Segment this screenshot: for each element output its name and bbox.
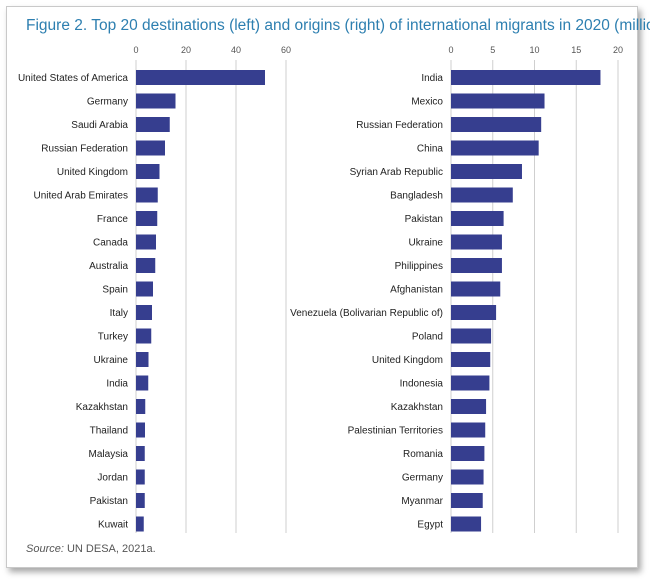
- destination-category-label: Australia: [89, 261, 128, 272]
- origin-category-label: Germany: [402, 473, 443, 484]
- destination-tick-label: 40: [231, 45, 241, 55]
- destination-category-label: Malaysia: [89, 449, 129, 460]
- origin-bar: [451, 140, 539, 156]
- destinations-chart: 0 20 40 60 United States of America Germany Sa…: [18, 45, 291, 533]
- origin-category-label: Indonesia: [400, 379, 444, 390]
- origin-bar: [451, 70, 601, 85]
- destination-category-label: Italy: [110, 308, 128, 319]
- origin-bar: [451, 493, 483, 508]
- destination-bar: [136, 211, 158, 226]
- origin-category-label: Venezuela (Bolivarian Republic of): [290, 308, 443, 319]
- origin-bar: [451, 375, 490, 391]
- source-note: Source: UN DESA, 2021a.: [26, 543, 156, 555]
- origin-category-label: Romania: [403, 449, 443, 460]
- origin-bar: [451, 516, 482, 532]
- source-text: UN DESA, 2021a.: [66, 543, 156, 555]
- destination-bar: [136, 422, 145, 438]
- origin-category-label: Afghanistan: [390, 285, 443, 296]
- destination-category-label: Kazakhstan: [76, 402, 128, 413]
- origin-bar: [451, 234, 502, 250]
- destination-category-label: Germany: [87, 97, 128, 108]
- destination-category-label: United States of America: [18, 73, 128, 84]
- destination-category-label: Thailand: [90, 426, 128, 437]
- origin-category-label: China: [417, 144, 444, 155]
- destination-category-label: Pakistan: [90, 496, 128, 507]
- destination-category-label: India: [106, 379, 128, 390]
- origin-bar: [451, 469, 484, 485]
- origins-chart: 0 5 10 15 20 India Mexico Russian Federation Chi…: [290, 45, 623, 533]
- origin-category-label: Egypt: [417, 520, 443, 531]
- origin-category-label: Bangladesh: [390, 191, 443, 202]
- destination-bar: [136, 305, 152, 320]
- destination-bar: [136, 70, 265, 85]
- origin-category-label: Syrian Arab Republic: [350, 167, 443, 178]
- destination-category-label: Kuwait: [98, 520, 128, 531]
- origin-tick-label: 5: [490, 45, 495, 55]
- origin-category-label: Palestinian Territories: [348, 426, 443, 437]
- origin-category-label: Pakistan: [405, 214, 443, 225]
- origin-bar: [451, 117, 542, 132]
- origin-category-label: Mexico: [411, 97, 443, 108]
- figure-title: Figure 2. Top 20 destinations (left) and…: [26, 17, 650, 34]
- origin-bar: [451, 164, 522, 179]
- destination-bar: [136, 516, 144, 532]
- destination-category-label: Spain: [102, 285, 128, 296]
- origin-bar: [451, 422, 486, 438]
- origin-bar: [451, 352, 491, 367]
- origin-category-label: Kazakhstan: [391, 402, 443, 413]
- origin-category-label: United Kingdom: [372, 355, 443, 366]
- destination-category-label: France: [97, 214, 129, 225]
- destination-category-label: Turkey: [98, 332, 128, 343]
- destination-bar: [136, 446, 145, 461]
- origin-bar: [451, 211, 504, 226]
- origin-bar: [451, 399, 487, 414]
- origin-bar: [451, 93, 545, 109]
- destination-bar: [136, 469, 145, 485]
- destination-tick-label: 0: [133, 45, 138, 55]
- destination-tick-label: 60: [281, 45, 291, 55]
- destination-category-label: Jordan: [97, 473, 128, 484]
- destination-bar: [136, 93, 176, 109]
- origin-bar: [451, 328, 492, 344]
- destination-category-label: United Arab Emirates: [34, 191, 129, 202]
- destination-bar: [136, 352, 149, 367]
- destination-bar: [136, 117, 170, 132]
- origin-category-label: Russian Federation: [356, 120, 443, 131]
- origin-category-label: Ukraine: [409, 238, 444, 249]
- origin-tick-label: 15: [571, 45, 581, 55]
- destination-category-label: Russian Federation: [41, 144, 128, 155]
- destination-bar: [136, 328, 152, 344]
- destination-category-label: Canada: [93, 238, 128, 249]
- origin-tick-label: 20: [613, 45, 623, 55]
- origin-bar: [451, 305, 497, 320]
- destination-bar: [136, 399, 146, 414]
- origin-bar: [451, 281, 501, 297]
- origin-bar: [451, 446, 485, 461]
- origin-bar: [451, 258, 502, 273]
- destination-bar: [136, 281, 153, 297]
- destination-category-label: Ukraine: [94, 355, 129, 366]
- destination-category-label: United Kingdom: [57, 167, 128, 178]
- origin-category-label: Philippines: [395, 261, 443, 272]
- destination-bar: [136, 375, 149, 391]
- origin-bar: [451, 187, 513, 203]
- origin-category-label: India: [421, 73, 443, 84]
- origin-category-label: Poland: [412, 332, 443, 343]
- destination-bar: [136, 140, 165, 156]
- destination-bar: [136, 187, 158, 203]
- origin-tick-label: 10: [529, 45, 539, 55]
- origin-category-label: Myanmar: [401, 496, 443, 507]
- origin-tick-label: 0: [448, 45, 453, 55]
- destination-bar: [136, 164, 160, 179]
- destination-bar: [136, 258, 156, 273]
- destination-category-label: Saudi Arabia: [71, 120, 128, 131]
- source-label: Source:: [26, 543, 64, 555]
- destination-bar: [136, 234, 156, 250]
- destination-tick-label: 20: [181, 45, 191, 55]
- destination-bar: [136, 493, 145, 508]
